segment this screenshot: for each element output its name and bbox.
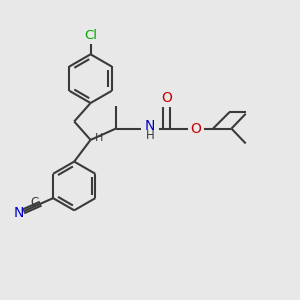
Text: H: H <box>146 129 154 142</box>
Text: N: N <box>13 206 23 220</box>
Text: H: H <box>95 134 103 143</box>
Text: O: O <box>190 122 202 136</box>
Text: Cl: Cl <box>84 29 97 42</box>
Text: C: C <box>30 196 38 209</box>
Text: N: N <box>145 119 155 133</box>
Text: O: O <box>161 91 172 105</box>
